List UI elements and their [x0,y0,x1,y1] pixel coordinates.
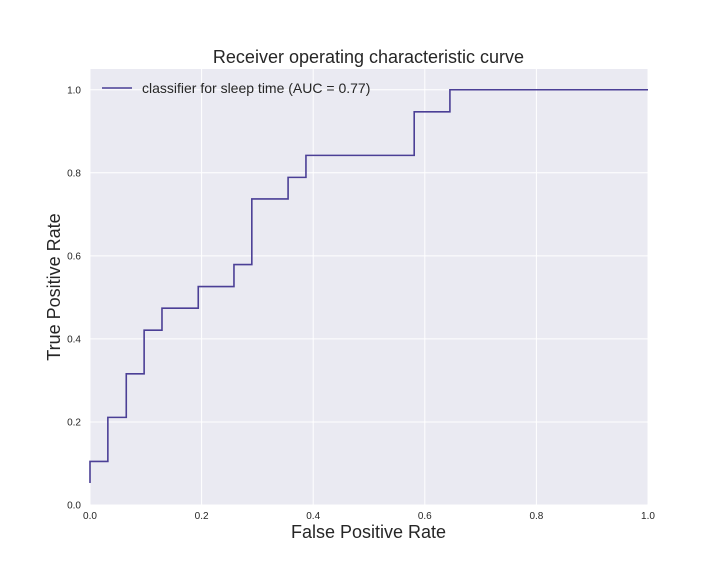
x-tick-label: 0.0 [83,511,97,522]
y-tick-labels: 0.0 0.2 0.4 0.6 0.8 1.0 [67,85,81,511]
x-tick-label: 1.0 [641,511,655,522]
plot-background [90,69,648,505]
y-tick-label: 0.6 [67,251,81,262]
y-axis-title: True Positive Rate [44,213,64,360]
x-tick-label: 0.2 [195,511,209,522]
series-group [89,88,648,483]
y-tick-label: 1.0 [67,85,81,96]
legend-label: classifier for sleep time (AUC = 0.77) [142,80,370,96]
y-tick-label: 0.2 [67,417,81,428]
grid-lines [89,69,649,506]
roc-curve-line [89,88,648,483]
x-tick-label: 0.6 [418,511,432,522]
chart-title: Receiver operating characteristic curve [213,47,524,67]
legend: classifier for sleep time (AUC = 0.77) [102,80,370,96]
x-tick-label: 0.8 [529,511,543,522]
x-tick-labels: 0.0 0.2 0.4 0.6 0.8 1.0 [83,511,655,522]
x-axis-title: False Positive Rate [291,522,446,542]
y-tick-label: 0.4 [67,334,81,345]
y-tick-label: 0.0 [67,501,81,512]
x-tick-label: 0.4 [306,511,320,522]
y-tick-label: 0.8 [67,168,81,179]
